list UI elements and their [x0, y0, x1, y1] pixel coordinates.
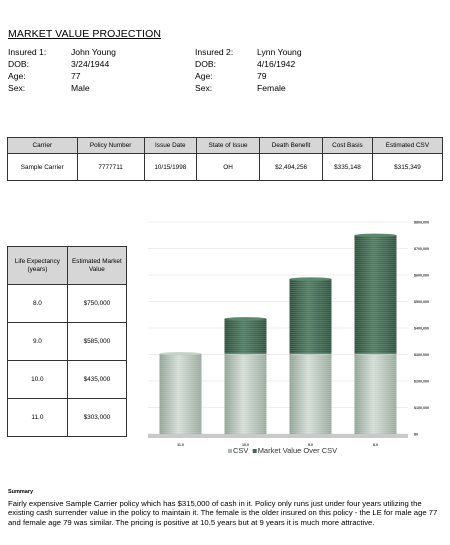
insured-2-block: Insured 2: Lynn Young DOB: 4/16/1942 Age: 7…: [195, 46, 302, 94]
y-tick-label: $400,000: [414, 327, 429, 331]
header-issue-date: Issue Date: [143, 137, 197, 154]
y-tick-label: $700,000: [414, 247, 429, 251]
insured-2-sex: Female: [257, 83, 286, 93]
insured-1-dob: 3/24/1944: [71, 59, 110, 69]
le-table-header: Life Expectancy (years) Estimated Market…: [7, 246, 128, 285]
summary-text: Fairly expensive Sample Carrier policy w…: [8, 499, 438, 527]
insured-1-sex-label: Sex:: [8, 83, 26, 93]
header-life-expectancy: Life Expectancy (years): [7, 246, 68, 285]
cell-state-of-issue: OH: [195, 153, 261, 181]
bar-cap: [289, 277, 332, 281]
x-tick-label: 11.0: [177, 443, 184, 447]
cell-le: 8.0: [7, 284, 68, 323]
y-tick-label: $300,000: [414, 353, 429, 357]
header-state-of-issue: State of Issue: [195, 137, 261, 154]
table-row: 8.0 $750,000: [7, 284, 128, 323]
bar-texture: [289, 353, 332, 434]
cell-policy-number: 7777711: [76, 153, 145, 181]
chart-legend: CSV Market Value Over CSV: [228, 446, 337, 455]
header-carrier: Carrier: [7, 137, 78, 154]
insured-1-dob-label: DOB:: [8, 59, 30, 69]
y-tick-label: $800,000: [414, 221, 429, 225]
cell-carrier: Sample Carrier: [7, 153, 78, 181]
insured-2-label: Insured 2:: [195, 47, 234, 57]
bar-texture: [354, 353, 397, 434]
insured-2-age: 79: [257, 71, 267, 81]
x-tick-label: 8.0: [373, 443, 378, 447]
y-tick-label: $200,000: [414, 380, 429, 384]
chart-labels: $0 $100,000 $200,000 $300,000 $400,000 $500,0…: [177, 221, 429, 448]
insured-2-dob-label: DOB:: [195, 59, 217, 69]
cell-cost-basis: $335,148: [322, 153, 373, 181]
insured-1-age-label: Age:: [8, 71, 26, 81]
bar-cap: [224, 317, 267, 321]
header-estimated-market-value: Estimated Market Value: [66, 246, 128, 285]
header-estimated-csv: Estimated CSV: [371, 137, 444, 154]
insured-1-name: John Young: [71, 47, 116, 57]
insured-2-name: Lynn Young: [257, 47, 302, 57]
table-row: 9.0 $585,000: [7, 322, 128, 361]
insured-2-sex-label: Sex:: [195, 83, 213, 93]
x-tick-label: 9.0: [308, 443, 313, 447]
y-tick-label: $600,000: [414, 274, 429, 278]
insured-1-label: Insured 1:: [8, 47, 47, 57]
policy-table-header: Carrier Policy Number Issue Date State o…: [7, 137, 444, 154]
bar-texture: [224, 318, 267, 354]
insured-2-age-label: Age:: [195, 71, 213, 81]
cell-le: 11.0: [7, 398, 68, 437]
cell-market-value: $303,000: [66, 398, 128, 437]
insured-1-sex: Male: [71, 83, 90, 93]
insured-2-dob: 4/16/1942: [257, 59, 296, 69]
policy-table: Carrier Policy Number Issue Date State o…: [7, 137, 444, 181]
cell-le: 9.0: [7, 322, 68, 361]
bar-texture: [289, 278, 332, 354]
header-cost-basis: Cost Basis: [322, 137, 373, 154]
chart-bars: [159, 233, 397, 434]
chart-floor: [148, 434, 408, 438]
bar-texture: [224, 353, 267, 434]
legend-swatch: [252, 449, 257, 453]
summary-heading: Summary: [8, 489, 34, 495]
cell-estimated-csv: $315,349: [371, 153, 444, 181]
table-row: 10.0 $435,000: [7, 360, 128, 399]
life-expectancy-table: Life Expectancy (years) Estimated Market…: [7, 246, 128, 437]
header-policy-number: Policy Number: [76, 137, 145, 154]
bar-cap: [159, 352, 202, 356]
x-tick-label: 10.0: [242, 443, 249, 447]
y-tick-label: $100,000: [414, 406, 429, 410]
y-tick-label: $500,000: [414, 300, 429, 304]
bar-texture: [354, 235, 397, 354]
legend-swatch: [228, 449, 232, 453]
cell-issue-date: 10/15/1998: [143, 153, 197, 181]
bar-texture: [159, 353, 202, 434]
table-row: Sample Carrier 7777711 10/15/1998 OH $2,…: [7, 153, 444, 181]
insured-1-age: 77: [71, 71, 81, 81]
legend-label: CSV: [233, 446, 248, 455]
cell-death-benefit: $2,494,256: [259, 153, 323, 181]
page-title: MARKET VALUE PROJECTION: [8, 28, 162, 40]
market-value-chart: $0 $100,000 $200,000 $300,000 $400,000 $500,0…: [148, 221, 429, 455]
cell-market-value: $585,000: [66, 322, 128, 361]
insured-1-block: Insured 1: John Young DOB: 3/24/1944 Age: 7…: [8, 46, 116, 94]
cell-market-value: $750,000: [66, 284, 128, 323]
legend-label: Market Value Over CSV: [258, 446, 337, 455]
header-death-benefit: Death Benefit: [259, 137, 323, 154]
table-row: 11.0 $303,000: [7, 398, 128, 437]
cell-le: 10.0: [7, 360, 68, 399]
y-tick-label: $0: [414, 433, 418, 437]
bar-cap: [354, 233, 397, 237]
cell-market-value: $435,000: [66, 360, 128, 399]
